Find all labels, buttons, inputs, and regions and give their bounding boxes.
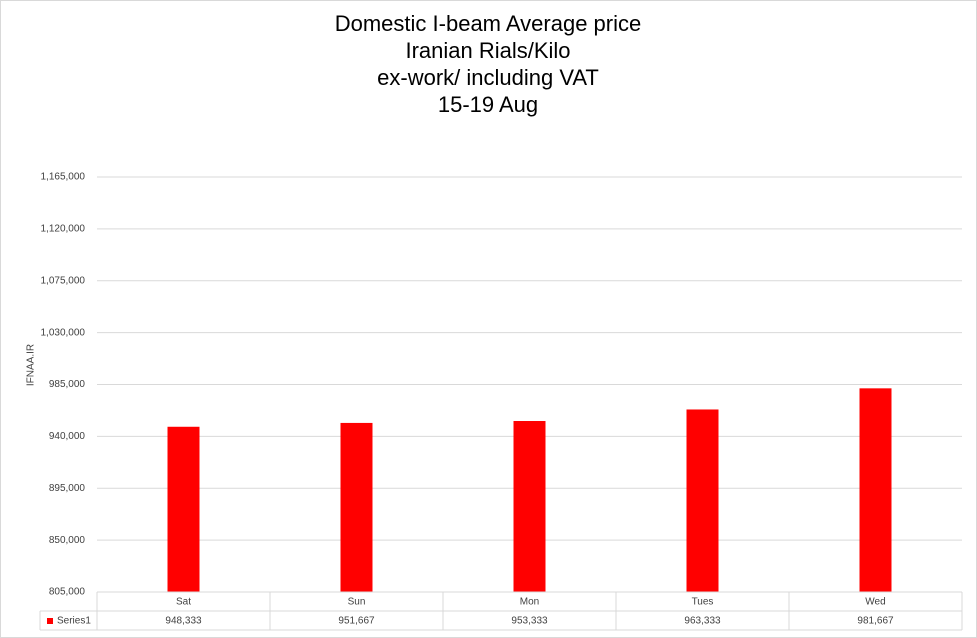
data-table-value: 951,667 — [338, 616, 375, 627]
bar — [859, 388, 892, 592]
y-axis-label: IFNAA.IR — [26, 344, 37, 386]
x-tick-label: Wed — [865, 597, 885, 608]
chart-title: 15-19 Aug — [438, 92, 538, 117]
y-tick-label: 850,000 — [49, 535, 86, 546]
legend-key — [47, 618, 53, 624]
y-tick-label: 895,000 — [49, 483, 86, 494]
bar — [340, 422, 373, 592]
legend-label: Series1 — [57, 616, 91, 627]
x-tick-label: Tues — [692, 597, 714, 608]
y-tick-label: 940,000 — [49, 431, 86, 442]
chart-title: ex-work/ including VAT — [377, 65, 599, 90]
y-tick-label: 1,030,000 — [41, 327, 86, 338]
y-tick-label: 985,000 — [49, 379, 86, 390]
y-tick-label: 805,000 — [49, 587, 86, 598]
bar — [513, 421, 546, 592]
y-tick-label: 1,075,000 — [41, 275, 86, 286]
x-tick-label: Sun — [348, 597, 366, 608]
bar — [686, 409, 719, 592]
x-tick-label: Sat — [176, 597, 191, 608]
data-table-value: 953,333 — [511, 616, 548, 627]
y-tick-label: 1,165,000 — [41, 172, 86, 183]
data-table-value: 948,333 — [165, 616, 202, 627]
bar — [167, 426, 200, 592]
chart-title: Iranian Rials/Kilo — [405, 38, 570, 63]
y-tick-label: 1,120,000 — [41, 224, 86, 235]
chart-title: Domestic I-beam Average price — [335, 11, 642, 36]
x-tick-label: Mon — [520, 597, 539, 608]
data-table-value: 981,667 — [857, 616, 894, 627]
data-table-value: 963,333 — [684, 616, 721, 627]
